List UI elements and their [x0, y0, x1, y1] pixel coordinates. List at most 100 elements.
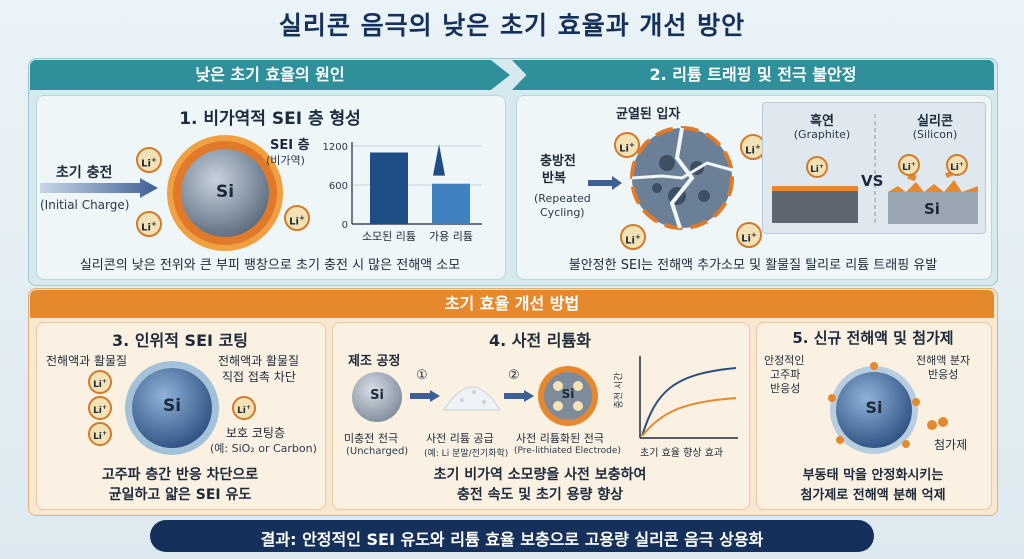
- li-sup: +: [958, 161, 964, 168]
- uncharged-particle: [352, 372, 402, 422]
- prelith-subpanel: [332, 322, 750, 510]
- curve-yaxis: 충전 시간: [614, 372, 625, 409]
- prelith-caption-2: 충전 속도 및 초기 용량 향상: [456, 487, 624, 503]
- cycling-en-1: (Repeated: [534, 192, 591, 205]
- chart-ytick-label: 600: [329, 181, 348, 192]
- coating-label-right-2: 직접 접촉 차단: [222, 370, 296, 384]
- cycling-label-1: 충방전: [540, 154, 576, 169]
- uncharged-en: (Uncharged): [346, 446, 409, 457]
- electrolyte-heading: 5. 신규 전해액 및 첨가제: [792, 329, 954, 347]
- cycling-label-2: 반복: [542, 171, 566, 186]
- li-text: Li: [141, 158, 151, 170]
- sei-particle: [167, 135, 283, 251]
- electrolyte-left-3: 반응성: [770, 382, 801, 395]
- coating-label-right-1: 전해액과 활물질: [218, 354, 300, 368]
- protect-label-2: (예: SiO₂ or Carbon): [210, 442, 317, 455]
- li-sup: +: [634, 233, 641, 241]
- prelith-heading: 4. 사전 리튬화: [489, 331, 591, 350]
- electrolyte-si: Si: [865, 398, 883, 417]
- process-label: 제조 공정: [348, 354, 401, 369]
- li-text: Li: [93, 432, 102, 442]
- electrolyte-left-1: 안정적인: [764, 354, 805, 367]
- li-ion: Li+: [620, 224, 646, 250]
- li-sup: +: [245, 404, 251, 411]
- li-ion: Li+: [88, 396, 112, 420]
- li-text: Li: [625, 235, 635, 247]
- coated-particle: [125, 361, 219, 455]
- page-title: 실리콘 음극의 낮은 초기 효율과 개선 방안: [278, 11, 746, 40]
- li-ion: Li+: [136, 211, 162, 237]
- divider-line: [874, 114, 876, 224]
- electrolyte-particle: [828, 362, 920, 454]
- graphite-layer: [772, 186, 858, 223]
- coating-label-left: 전해액과 활물질: [46, 354, 128, 368]
- chart-category-label: 소모된 리튬: [362, 230, 416, 243]
- electrolyte-right-2: 반응성: [928, 368, 959, 381]
- efficiency-curve: [639, 356, 738, 439]
- sei-heading: 1. 비가역적 SEI 층 형성: [179, 109, 361, 129]
- li-ion: Li+: [806, 156, 828, 178]
- chart-category-label: 가용 리튬: [429, 230, 473, 243]
- li-text: Li: [93, 406, 102, 416]
- li-text: Li: [810, 165, 819, 175]
- li-ion: Li+: [946, 154, 968, 176]
- additive-label: 첨가제: [934, 438, 968, 452]
- chart-bar: [370, 152, 408, 224]
- li-ion: Li+: [88, 422, 112, 446]
- li-sup: +: [628, 141, 635, 149]
- li-sup: +: [101, 378, 107, 385]
- li-sup: +: [150, 156, 157, 164]
- cycling-en-2: Cycling): [540, 206, 585, 219]
- prelith-particle: [538, 366, 598, 426]
- li-ion: Li+: [232, 396, 256, 420]
- li-ion: Li+: [136, 147, 162, 173]
- prelith-si: Si: [561, 387, 575, 401]
- li-text: Li: [950, 163, 959, 173]
- supply-kr: 사전 리튬 공급: [426, 432, 494, 445]
- silicon-en: (Silicon): [912, 128, 958, 141]
- electrolyte-left-2: 고주파: [770, 368, 801, 381]
- li-ion: Li+: [284, 205, 310, 231]
- coating-caption-1: 고주파 층간 반응 차단으로: [101, 467, 259, 483]
- li-sup: +: [101, 404, 107, 411]
- additive-molecule: [927, 417, 948, 430]
- electrolyte-subpanel: [756, 322, 992, 510]
- initial-charge-arrow: [40, 178, 158, 198]
- li-text: Li: [289, 216, 299, 228]
- li-text: Li: [741, 233, 751, 245]
- chart-up-arrow: [433, 144, 445, 176]
- li-ion: Li+: [898, 154, 920, 176]
- li-sup: +: [101, 430, 107, 437]
- li-text: Li: [619, 143, 629, 155]
- li-sup: +: [150, 220, 157, 228]
- trapping-header: 2. 리튬 트래핑 및 전극 불안정: [512, 60, 994, 90]
- step-2: ②: [508, 368, 520, 383]
- li-ion: Li+: [88, 370, 112, 394]
- cracked-particle: [630, 126, 734, 230]
- silicon-layer: [888, 170, 978, 224]
- li-text: Li: [141, 222, 151, 234]
- li-ion: Li+: [614, 132, 640, 158]
- li-text: Li: [745, 145, 755, 157]
- chart-ytick-label: 1200: [323, 142, 348, 153]
- prelith-caption-1: 초기 비가역 소모량을 사전 보충하여: [433, 467, 647, 483]
- li-ion: Li+: [736, 222, 762, 248]
- uncharged-si: Si: [370, 388, 384, 403]
- chart-bar: [432, 183, 470, 224]
- prelith-kr: 사전 리튬화된 전극: [516, 432, 604, 445]
- sei-caption: 실리콘의 낮은 전위와 큰 부피 팽창으로 초기 충전 시 많은 전해액 소모: [79, 258, 461, 273]
- methods-header: 초기 효율 개선 방법: [30, 290, 994, 318]
- li-sup: +: [910, 161, 916, 168]
- initial-charge-en: (Initial Charge): [40, 198, 130, 212]
- silicon-si-label: Si: [924, 200, 940, 218]
- lithium-powder: [443, 386, 501, 411]
- result-text: 결과: 안정적인 SEI 유도와 리튬 효율 보충으로 고용량 실리콘 음극 상…: [260, 530, 764, 549]
- result-bar: [150, 520, 874, 552]
- graphite-label: 흑연: [810, 114, 834, 129]
- coating-heading: 3. 인위적 SEI 코팅: [112, 331, 248, 350]
- step-1: ①: [416, 368, 428, 383]
- silicon-label: 실리콘: [917, 114, 953, 129]
- li-sup: +: [818, 163, 824, 170]
